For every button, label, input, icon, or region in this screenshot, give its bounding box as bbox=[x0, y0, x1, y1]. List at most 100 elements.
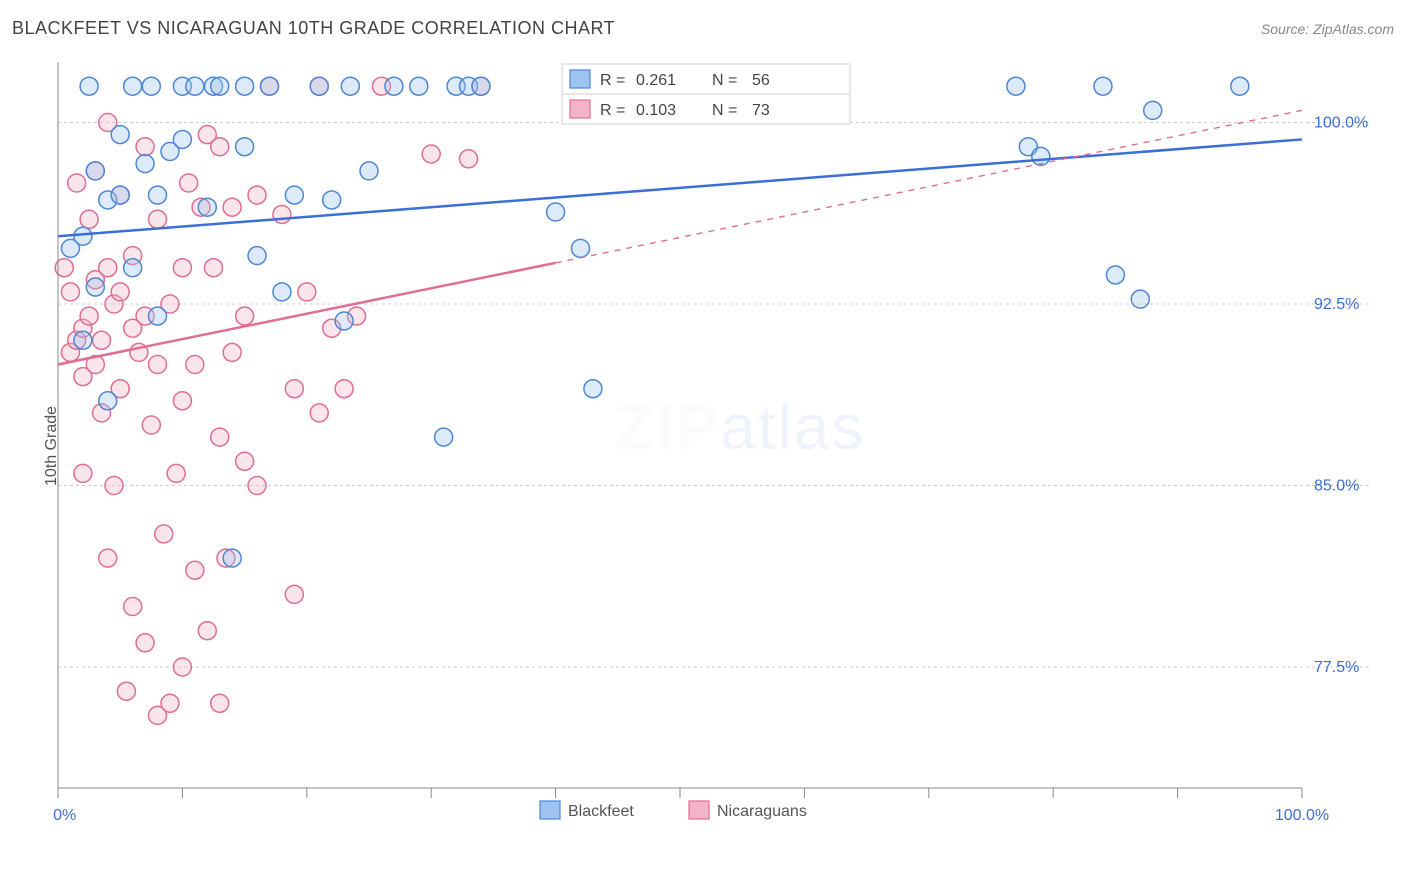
data-point bbox=[80, 210, 98, 228]
data-point bbox=[86, 162, 104, 180]
data-point bbox=[584, 380, 602, 398]
data-point bbox=[124, 598, 142, 616]
data-point bbox=[142, 77, 160, 95]
y-tick-label: 77.5% bbox=[1314, 659, 1359, 676]
data-point bbox=[124, 77, 142, 95]
data-point bbox=[99, 392, 117, 410]
data-point bbox=[173, 658, 191, 676]
data-point bbox=[80, 77, 98, 95]
data-point bbox=[211, 138, 229, 156]
data-point bbox=[111, 126, 129, 144]
legend-n-label: N = bbox=[712, 102, 737, 119]
data-point bbox=[1131, 290, 1149, 308]
x-max-label: 100.0% bbox=[1275, 807, 1329, 824]
data-point bbox=[248, 186, 266, 204]
data-point bbox=[435, 428, 453, 446]
data-point bbox=[149, 356, 167, 374]
data-point bbox=[198, 198, 216, 216]
data-point bbox=[1106, 266, 1124, 284]
trend-line-b bbox=[58, 263, 556, 365]
y-tick-label: 92.5% bbox=[1314, 296, 1359, 313]
data-point bbox=[74, 464, 92, 482]
data-point bbox=[149, 307, 167, 325]
data-point bbox=[285, 585, 303, 603]
data-point bbox=[136, 155, 154, 173]
legend-n-label: N = bbox=[712, 72, 737, 89]
data-point bbox=[273, 205, 291, 223]
data-point bbox=[111, 186, 129, 204]
data-point bbox=[105, 477, 123, 495]
data-point bbox=[80, 307, 98, 325]
legend-swatch bbox=[570, 100, 590, 118]
chart-source: Source: ZipAtlas.com bbox=[1261, 21, 1394, 37]
data-point bbox=[236, 307, 254, 325]
data-point bbox=[142, 416, 160, 434]
data-point bbox=[136, 138, 154, 156]
data-point bbox=[385, 77, 403, 95]
data-point bbox=[323, 191, 341, 209]
data-point bbox=[124, 259, 142, 277]
data-point bbox=[547, 203, 565, 221]
data-point bbox=[285, 380, 303, 398]
data-point bbox=[341, 77, 359, 95]
chart-container: BLACKFEET VS NICARAGUAN 10TH GRADE CORRE… bbox=[0, 0, 1406, 892]
data-point bbox=[223, 198, 241, 216]
data-point bbox=[223, 343, 241, 361]
watermark: ZIPatlas bbox=[615, 391, 866, 463]
data-point bbox=[1144, 101, 1162, 119]
data-point bbox=[223, 549, 241, 567]
data-point bbox=[211, 77, 229, 95]
data-point bbox=[335, 380, 353, 398]
data-point bbox=[472, 77, 490, 95]
data-point bbox=[99, 549, 117, 567]
data-point bbox=[285, 186, 303, 204]
data-point bbox=[1032, 147, 1050, 165]
chart-header: BLACKFEET VS NICARAGUAN 10TH GRADE CORRE… bbox=[12, 18, 1394, 39]
data-point bbox=[111, 283, 129, 301]
chart-area: ZIPatlas0.0%100.0%77.5%85.0%92.5%100.0%R… bbox=[52, 58, 1372, 828]
legend-swatch bbox=[570, 70, 590, 88]
data-point bbox=[198, 622, 216, 640]
data-point bbox=[211, 694, 229, 712]
data-point bbox=[68, 174, 86, 192]
legend-n-value: 56 bbox=[752, 72, 770, 89]
x-min-label: 0.0% bbox=[52, 807, 76, 824]
legend-r-value: 0.261 bbox=[636, 72, 676, 89]
data-point bbox=[117, 682, 135, 700]
data-point bbox=[571, 239, 589, 257]
data-point bbox=[149, 186, 167, 204]
data-point bbox=[248, 247, 266, 265]
data-point bbox=[86, 278, 104, 296]
data-point bbox=[180, 174, 198, 192]
data-point bbox=[273, 283, 291, 301]
data-point bbox=[360, 162, 378, 180]
data-point bbox=[186, 356, 204, 374]
data-point bbox=[1094, 77, 1112, 95]
legend-r-label: R = bbox=[600, 102, 625, 119]
data-point bbox=[1231, 77, 1249, 95]
data-point bbox=[74, 331, 92, 349]
data-point bbox=[410, 77, 428, 95]
chart-svg: ZIPatlas0.0%100.0%77.5%85.0%92.5%100.0%R… bbox=[52, 58, 1372, 828]
trend-line-b-dashed bbox=[556, 110, 1302, 262]
data-point bbox=[205, 259, 223, 277]
bottom-legend-swatch bbox=[689, 801, 709, 819]
y-tick-label: 100.0% bbox=[1314, 115, 1368, 132]
data-point bbox=[335, 312, 353, 330]
data-point bbox=[186, 561, 204, 579]
data-point bbox=[310, 77, 328, 95]
data-point bbox=[167, 464, 185, 482]
legend-r-label: R = bbox=[600, 72, 625, 89]
data-point bbox=[99, 259, 117, 277]
data-point bbox=[173, 259, 191, 277]
legend-n-value: 73 bbox=[752, 102, 770, 119]
data-point bbox=[1007, 77, 1025, 95]
data-point bbox=[422, 145, 440, 163]
data-point bbox=[236, 138, 254, 156]
data-point bbox=[236, 77, 254, 95]
data-point bbox=[74, 227, 92, 245]
chart-title: BLACKFEET VS NICARAGUAN 10TH GRADE CORRE… bbox=[12, 18, 615, 39]
data-point bbox=[136, 634, 154, 652]
data-point bbox=[248, 477, 266, 495]
data-point bbox=[61, 283, 79, 301]
